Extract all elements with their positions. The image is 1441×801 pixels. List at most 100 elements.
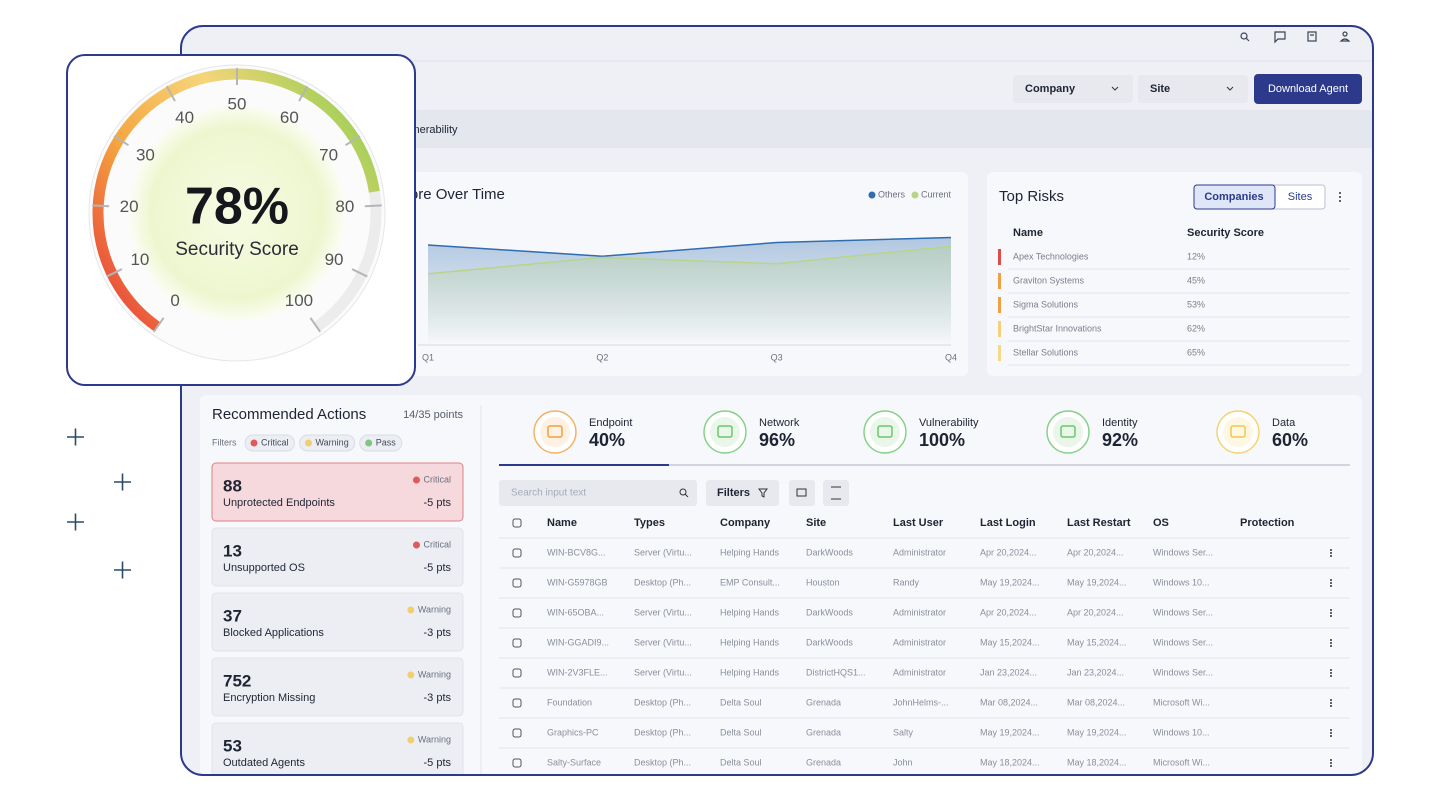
- column-header: OS: [1153, 517, 1169, 529]
- action-points: -5 pts: [423, 497, 451, 509]
- checkbox[interactable]: [512, 548, 522, 558]
- category-icon-inner: [710, 417, 740, 447]
- row-menu[interactable]: [1330, 585, 1332, 587]
- column-header: Types: [634, 517, 665, 529]
- category-icon[interactable]: [533, 410, 577, 454]
- row-menu[interactable]: [1330, 729, 1332, 731]
- cell: Windows Ser...: [1153, 547, 1213, 557]
- action-card[interactable]: [211, 657, 464, 717]
- toggle-option[interactable]: Companies: [1204, 191, 1263, 203]
- kebab[interactable]: [1339, 192, 1341, 202]
- category-icon[interactable]: [1046, 410, 1090, 454]
- action-card[interactable]: [211, 592, 464, 652]
- row-menu[interactable]: [1330, 699, 1332, 701]
- risk-indicator: [998, 273, 1001, 289]
- toggle-active[interactable]: [1193, 184, 1276, 210]
- filters-button[interactable]: [706, 480, 779, 506]
- checkbox[interactable]: [512, 608, 522, 618]
- gauge-tick: [113, 135, 129, 147]
- row-menu[interactable]: [1330, 672, 1332, 674]
- cell: Server (Virtu...: [634, 607, 692, 617]
- category-icon[interactable]: [703, 410, 747, 454]
- toggle-option[interactable]: Sites: [1288, 191, 1313, 203]
- checkbox[interactable]: [512, 728, 522, 738]
- gauge-tick-label: 80: [335, 197, 354, 216]
- row-menu[interactable]: [1330, 669, 1332, 671]
- row-menu[interactable]: [1330, 552, 1332, 554]
- checkbox[interactable]: [512, 518, 522, 528]
- company-select[interactable]: [1013, 75, 1133, 103]
- category-icon[interactable]: [863, 410, 907, 454]
- checkbox[interactable]: [512, 698, 522, 708]
- row-menu[interactable]: [1330, 615, 1332, 617]
- columns-icon: [796, 488, 807, 497]
- search-icon: [679, 488, 689, 498]
- risk-name: BrightStar Innovations: [1013, 323, 1102, 333]
- checkbox[interactable]: [512, 578, 522, 588]
- row-menu[interactable]: [1330, 645, 1332, 647]
- cell: Desktop (Ph...: [634, 757, 691, 767]
- download-button[interactable]: [1254, 74, 1362, 104]
- risk-indicator: [998, 297, 1001, 313]
- top-icons: [1240, 31, 1351, 44]
- row-menu[interactable]: [1330, 549, 1332, 551]
- action-label: Unprotected Endpoints: [223, 497, 335, 509]
- row-menu[interactable]: [1330, 735, 1332, 737]
- checkbox[interactable]: [512, 758, 522, 768]
- cell: Delta Soul: [720, 697, 762, 707]
- cell: Apr 20,2024...: [980, 607, 1037, 617]
- cell: Jan 23,2024...: [1067, 667, 1124, 677]
- filter-dot: [365, 439, 373, 447]
- row-menu[interactable]: [1330, 705, 1332, 707]
- risk-indicator: [998, 321, 1001, 337]
- row-menu[interactable]: [1330, 612, 1332, 614]
- column-header: Last User: [893, 517, 944, 529]
- row-menu[interactable]: [1330, 702, 1332, 704]
- row-menu[interactable]: [1330, 762, 1332, 764]
- cell: Desktop (Ph...: [634, 697, 691, 707]
- row-menu[interactable]: [1330, 759, 1332, 761]
- row-menu[interactable]: [1330, 579, 1332, 581]
- filter-pill[interactable]: [244, 434, 296, 452]
- gauge-tick-label: 10: [130, 250, 149, 269]
- row-menu[interactable]: [1330, 639, 1332, 641]
- action-points: -5 pts: [423, 757, 451, 769]
- row-menu[interactable]: [1330, 765, 1332, 767]
- filter-pill[interactable]: [359, 434, 403, 452]
- filter-icon: [758, 488, 768, 498]
- category-score: 60%: [1272, 430, 1308, 450]
- site-select[interactable]: [1138, 75, 1248, 103]
- app-window: Company Site Download Agent Vulnerabilit…: [181, 26, 1373, 781]
- row-menu[interactable]: [1330, 582, 1332, 584]
- category-icon-inner: [1053, 417, 1083, 447]
- line: [427, 236, 952, 258]
- gauge-tick: [309, 317, 321, 333]
- density-button[interactable]: [823, 480, 849, 506]
- row-menu[interactable]: [1330, 732, 1332, 734]
- action-count: 13: [223, 541, 242, 560]
- gauge-tick-label: 30: [136, 145, 155, 164]
- columns-button[interactable]: [789, 480, 815, 506]
- category-icon[interactable]: [1216, 410, 1260, 454]
- category-score: 92%: [1102, 430, 1138, 450]
- row-menu[interactable]: [1330, 609, 1332, 611]
- checkbox[interactable]: [512, 638, 522, 648]
- x-tick-label: Q3: [771, 352, 783, 362]
- row-menu[interactable]: [1330, 675, 1332, 677]
- action-card[interactable]: [211, 527, 464, 587]
- cell: Mar 08,2024...: [1067, 697, 1125, 707]
- row-menu[interactable]: [1330, 642, 1332, 644]
- cell: WIN-BCV8G...: [547, 547, 606, 557]
- checkbox[interactable]: [512, 668, 522, 678]
- column-header: Name: [547, 517, 577, 529]
- select-label: Site: [1150, 83, 1170, 95]
- category-icon-inner: [870, 417, 900, 447]
- filter-label: Critical: [261, 437, 289, 447]
- action-card[interactable]: [211, 462, 464, 522]
- search-box[interactable]: [499, 480, 697, 506]
- action-card[interactable]: [211, 722, 464, 781]
- row-menu[interactable]: [1330, 555, 1332, 557]
- cell: Windows Ser...: [1153, 637, 1213, 647]
- cell: DarkWoods: [806, 607, 853, 617]
- filter-pill[interactable]: [299, 434, 356, 452]
